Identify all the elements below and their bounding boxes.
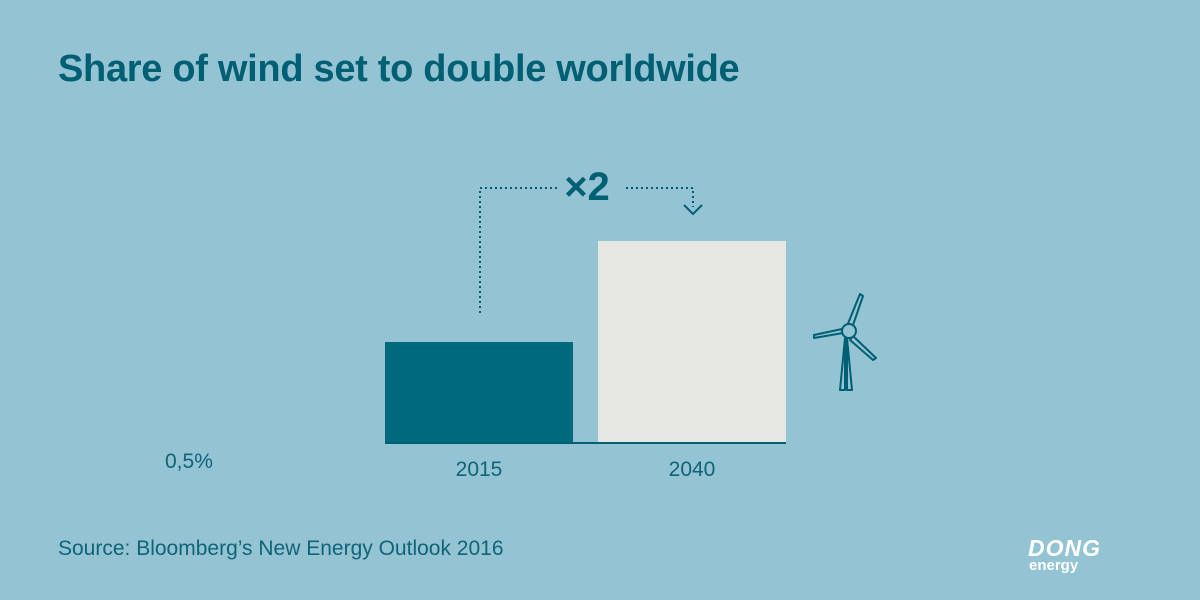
arrow-down-icon	[683, 204, 703, 216]
logo-line1: DONG	[1028, 535, 1101, 561]
logo-line2: energy	[1029, 557, 1079, 574]
x-tick-label-2040: 2040	[669, 458, 716, 481]
bar-2040	[598, 241, 786, 443]
x-labels-group: 2015 2040	[456, 458, 716, 481]
multiplier-label: ×2	[564, 165, 610, 209]
source-note: Source: Bloomberg’s New Energy Outlook 2…	[58, 537, 504, 560]
wind-turbine-icon	[813, 293, 877, 391]
annotation-bracket	[479, 187, 694, 313]
bars-group	[385, 241, 786, 443]
dong-energy-logo: DONG energy	[1028, 536, 1158, 580]
bar-2015	[385, 342, 573, 443]
x-tick-label-2015: 2015	[456, 458, 503, 481]
chart-title: Share of wind set to double worldwide	[58, 48, 740, 90]
baseline-value-label: 0,5%	[165, 450, 213, 473]
